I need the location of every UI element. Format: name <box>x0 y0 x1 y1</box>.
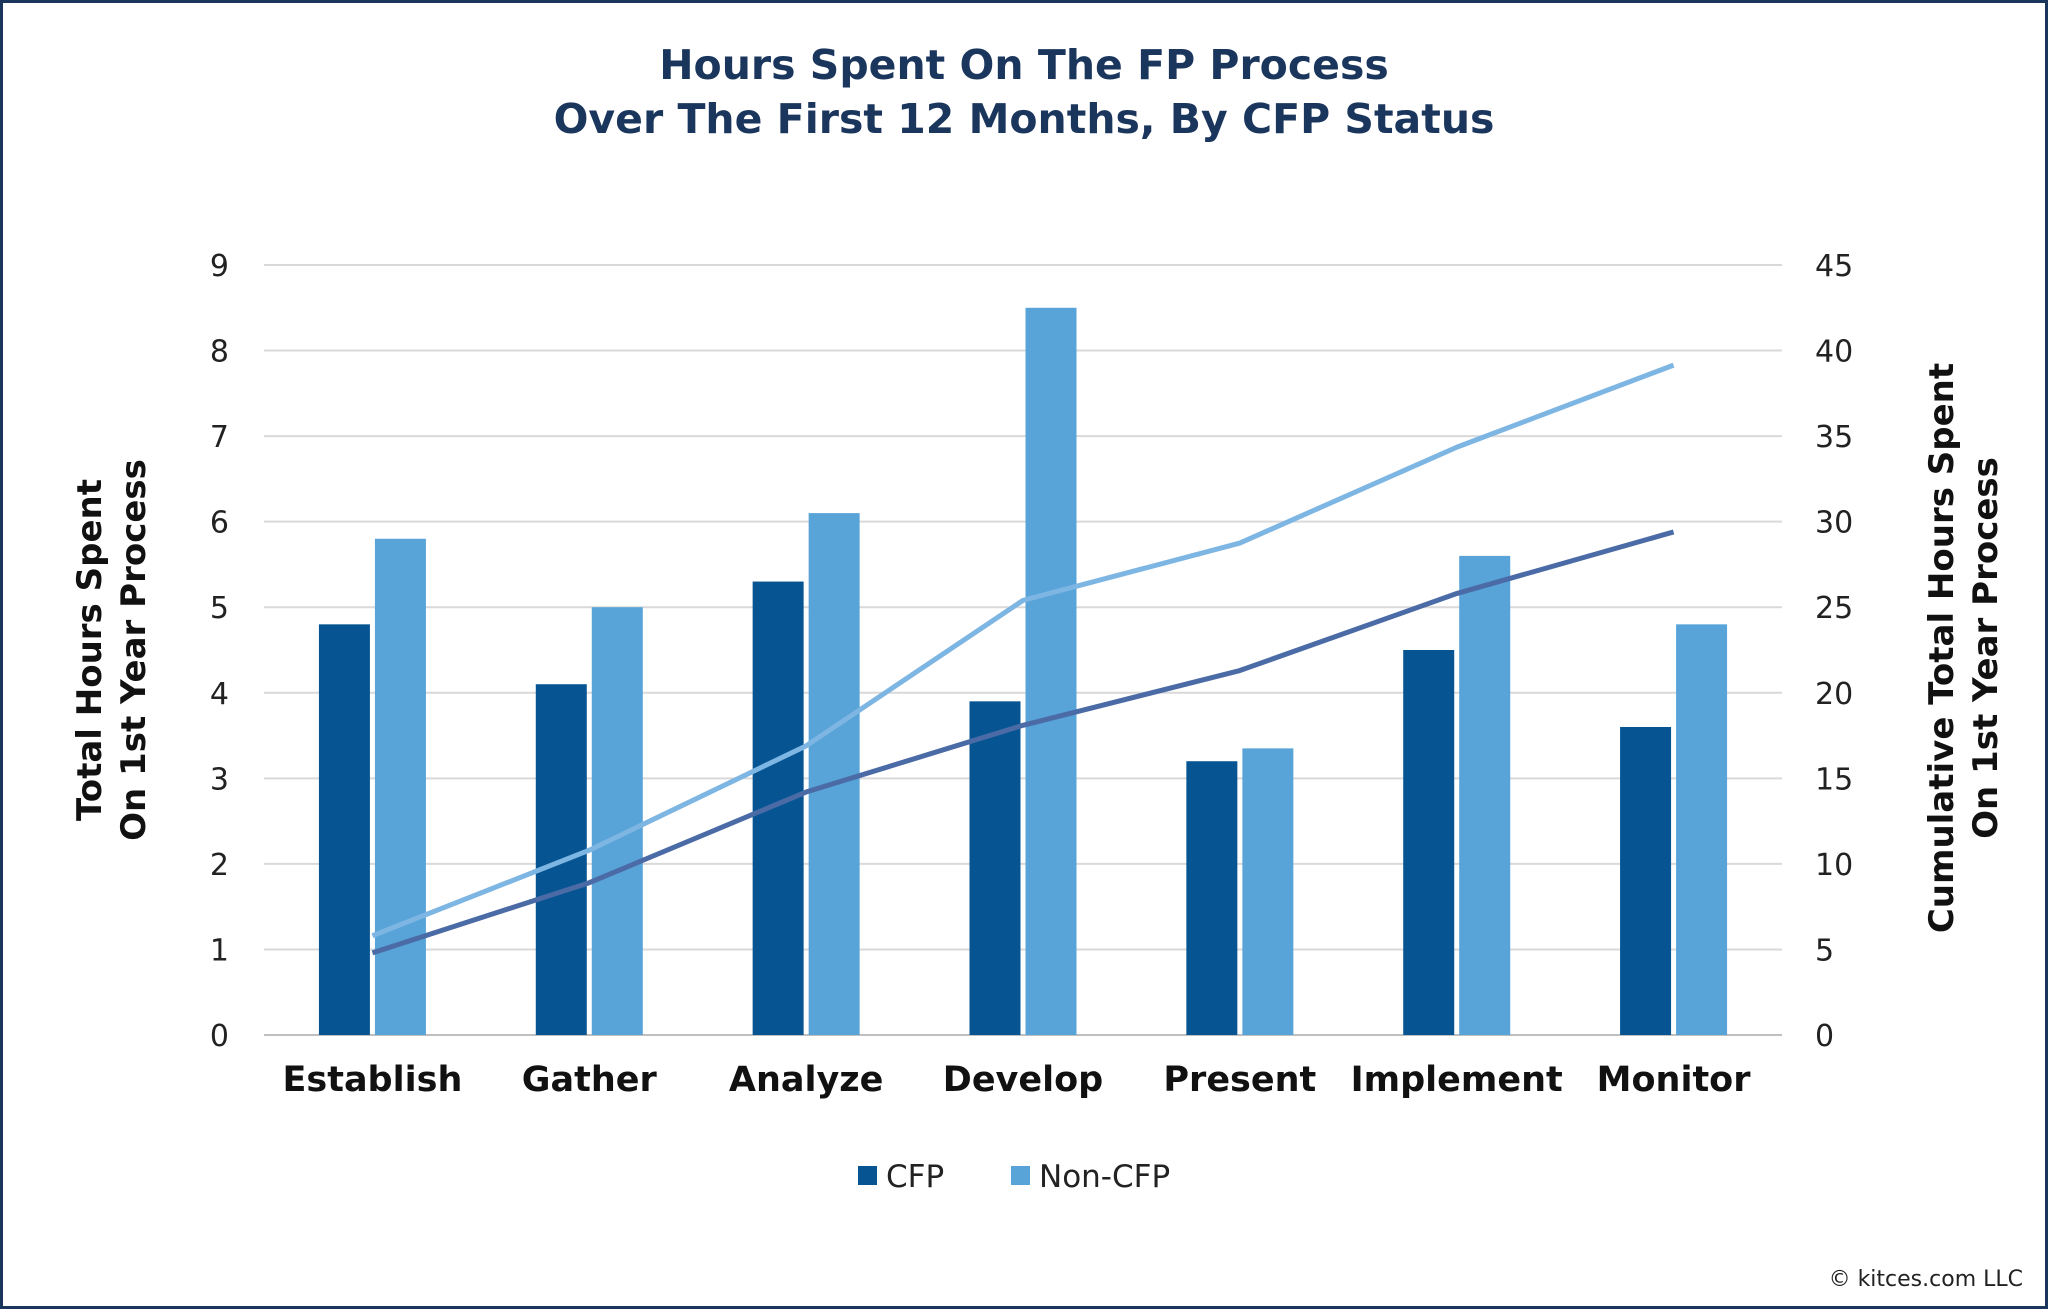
y2-axis-title: Cumulative Total Hours Spent On 1st Year … <box>1922 363 2006 933</box>
bar-non-cfp-gather <box>591 607 643 1035</box>
line-cfp-cumulative <box>371 529 1675 956</box>
y2-axis-title-line: Cumulative Total Hours Spent <box>1922 363 1962 933</box>
bar-non-cfp-develop <box>1025 307 1077 1035</box>
y-tick-label: 7 <box>210 420 229 455</box>
x-tick-label: Gather <box>522 1060 658 1100</box>
bar-cfp-establish <box>318 624 370 1035</box>
x-tick-label: Monitor <box>1597 1060 1752 1100</box>
y2-tick-label: 25 <box>1815 591 1853 626</box>
y2-tick-label: 40 <box>1815 335 1853 370</box>
legend-swatch-non-cfp <box>1011 1166 1030 1185</box>
y-tick-label: 5 <box>210 591 229 626</box>
legend-label: Non-CFP <box>1039 1159 1170 1195</box>
y2-axis-title-line: On 1st Year Process <box>1966 457 2006 839</box>
y-tick-label: 9 <box>210 249 229 284</box>
bar-non-cfp-present <box>1242 748 1294 1035</box>
chart-title-line-1: Hours Spent On The FP Process <box>659 41 1389 89</box>
legend-label: CFP <box>886 1159 944 1195</box>
y2-tick-label: 30 <box>1815 506 1853 541</box>
y-tick-label: 8 <box>210 335 229 370</box>
x-tick-label: Present <box>1163 1060 1316 1100</box>
y2-tick-label: 5 <box>1815 933 1834 968</box>
x-tick-label: Implement <box>1351 1060 1563 1100</box>
bar-non-cfp-establish <box>374 538 426 1035</box>
x-tick-label: Develop <box>943 1060 1103 1100</box>
bar-non-cfp-implement <box>1459 555 1511 1035</box>
line-non-cfp-cumulative <box>371 362 1675 939</box>
legend-swatch-cfp <box>858 1166 877 1185</box>
y-tick-label: 2 <box>210 848 229 883</box>
y2-tick-label: 45 <box>1815 249 1853 284</box>
copyright: © kitces.com LLC <box>1828 1267 2023 1292</box>
y2-tick-label: 15 <box>1815 762 1853 797</box>
bar-cfp-monitor <box>1620 727 1672 1035</box>
bar-cfp-develop <box>969 701 1021 1035</box>
y-tick-label: 0 <box>210 1019 229 1054</box>
x-tick-label: Analyze <box>729 1060 884 1100</box>
y2-tick-label: 0 <box>1815 1019 1834 1054</box>
y-tick-label: 1 <box>210 933 229 968</box>
bar-non-cfp-monitor <box>1676 624 1728 1035</box>
bar-cfp-implement <box>1403 650 1455 1035</box>
y2-tick-label: 10 <box>1815 848 1853 883</box>
bar-cfp-analyze <box>752 581 804 1035</box>
y-axis-title-line: Total Hours Spent <box>70 479 110 821</box>
y-axis-title-line: On 1st Year Process <box>114 459 154 841</box>
y-tick-label: 3 <box>210 762 229 797</box>
chart-title-line-2: Over The First 12 Months, By CFP Status <box>553 95 1495 143</box>
x-tick-label: Establish <box>282 1060 462 1100</box>
bar-non-cfp-analyze <box>808 513 860 1035</box>
y-tick-label: 4 <box>210 677 229 712</box>
y2-tick-label: 20 <box>1815 677 1853 712</box>
y2-tick-label: 35 <box>1815 420 1853 455</box>
y-tick-label: 6 <box>210 506 229 541</box>
y-axis-title: Total Hours Spent On 1st Year Process <box>70 459 154 841</box>
bar-cfp-present <box>1186 761 1238 1035</box>
